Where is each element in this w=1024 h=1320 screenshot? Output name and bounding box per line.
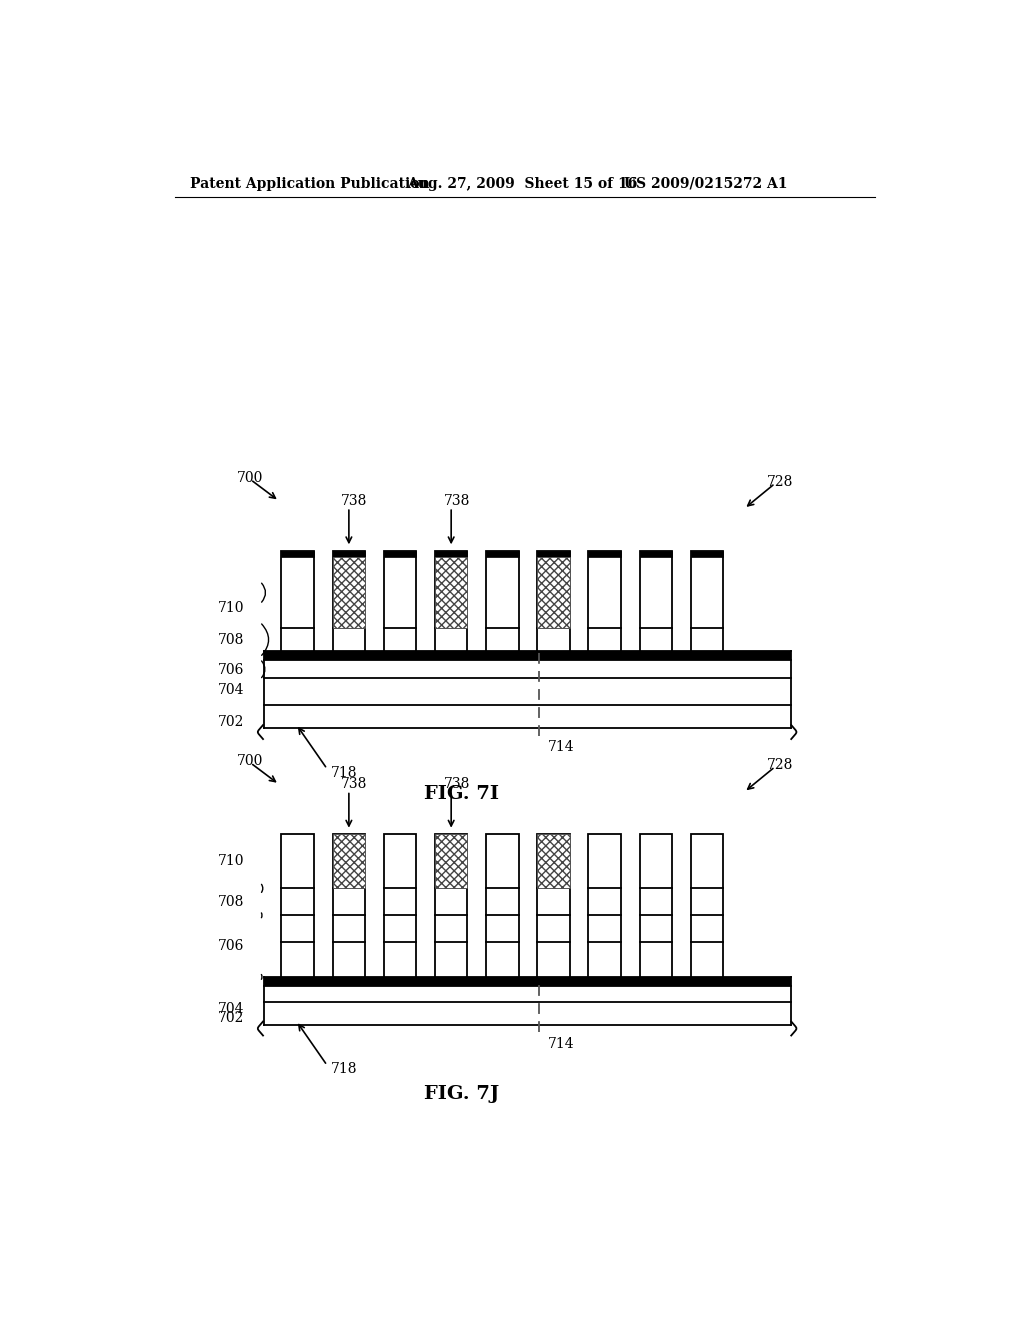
Bar — [384, 552, 417, 651]
Bar — [538, 557, 569, 628]
Bar — [333, 834, 366, 888]
Text: FIG. 7I: FIG. 7I — [424, 784, 499, 803]
Bar — [333, 552, 366, 651]
Bar — [384, 834, 417, 977]
Bar — [486, 552, 518, 651]
Bar — [589, 552, 621, 651]
Text: 714: 714 — [548, 1038, 574, 1051]
Text: 704: 704 — [218, 1002, 245, 1016]
Text: 718: 718 — [331, 1063, 357, 1076]
Bar — [435, 834, 467, 977]
Bar — [435, 552, 467, 651]
Text: 710: 710 — [218, 854, 245, 869]
Bar — [435, 557, 467, 628]
Text: 718: 718 — [331, 766, 357, 780]
Text: Patent Application Publication: Patent Application Publication — [190, 177, 430, 191]
Bar — [486, 552, 518, 557]
Text: 738: 738 — [443, 777, 470, 792]
Bar — [690, 552, 723, 651]
Bar — [589, 834, 621, 977]
Bar — [640, 552, 672, 557]
Bar — [333, 557, 366, 628]
Text: 728: 728 — [767, 758, 794, 772]
Bar — [690, 834, 723, 977]
Text: 738: 738 — [341, 777, 368, 792]
Text: 700: 700 — [237, 754, 263, 768]
Bar — [333, 834, 366, 977]
Bar — [282, 552, 314, 651]
Bar — [589, 552, 621, 557]
Bar — [333, 552, 366, 557]
Text: 702: 702 — [218, 1011, 245, 1026]
Text: US 2009/0215272 A1: US 2009/0215272 A1 — [624, 177, 787, 191]
Bar — [384, 552, 417, 557]
Bar — [435, 552, 467, 557]
Bar — [690, 552, 723, 557]
Bar — [538, 552, 569, 651]
Bar — [640, 552, 672, 651]
Text: 738: 738 — [341, 494, 368, 508]
Text: 702: 702 — [218, 715, 245, 729]
Text: 738: 738 — [443, 494, 470, 508]
Bar — [486, 834, 518, 977]
Text: 706: 706 — [218, 663, 245, 677]
Bar — [538, 834, 569, 888]
Text: 708: 708 — [218, 895, 245, 909]
Text: 710: 710 — [218, 601, 245, 615]
Bar — [263, 651, 791, 660]
Text: 704: 704 — [218, 684, 245, 697]
Text: 714: 714 — [548, 741, 574, 755]
Text: 708: 708 — [218, 632, 245, 647]
Bar — [282, 834, 314, 977]
Bar — [435, 834, 467, 888]
Text: 706: 706 — [218, 939, 245, 953]
Bar — [263, 977, 791, 986]
Text: FIG. 7J: FIG. 7J — [424, 1085, 499, 1104]
Text: 728: 728 — [767, 475, 794, 488]
Bar — [640, 834, 672, 977]
Text: Aug. 27, 2009  Sheet 15 of 16: Aug. 27, 2009 Sheet 15 of 16 — [407, 177, 637, 191]
Bar — [282, 552, 314, 557]
Text: 700: 700 — [237, 471, 263, 484]
Bar — [538, 834, 569, 977]
Bar — [538, 552, 569, 557]
